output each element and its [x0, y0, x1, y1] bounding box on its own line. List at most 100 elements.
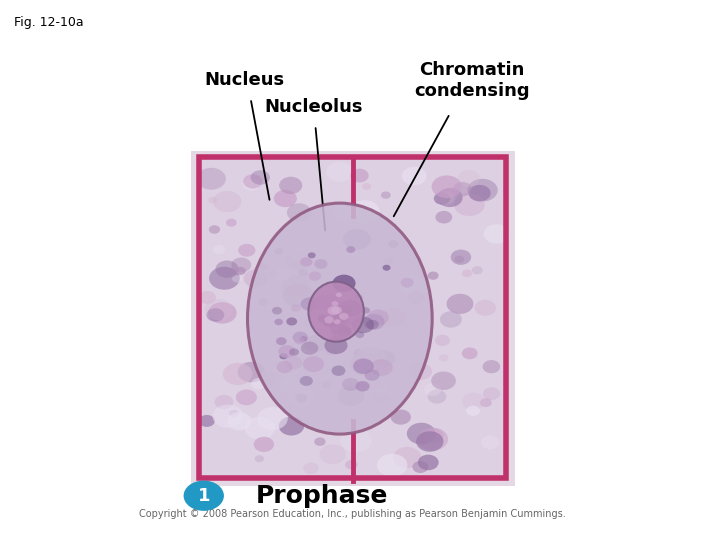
Circle shape: [338, 314, 348, 322]
Circle shape: [199, 415, 215, 427]
Circle shape: [274, 319, 283, 325]
Circle shape: [482, 360, 500, 373]
Circle shape: [323, 317, 336, 327]
Circle shape: [431, 372, 456, 390]
FancyBboxPatch shape: [191, 151, 515, 486]
Circle shape: [409, 363, 432, 380]
Circle shape: [454, 193, 485, 216]
Circle shape: [330, 322, 345, 333]
Circle shape: [307, 252, 315, 258]
Circle shape: [209, 267, 240, 290]
Circle shape: [362, 183, 372, 190]
Text: Nucleolus: Nucleolus: [264, 98, 362, 116]
Circle shape: [295, 394, 307, 402]
Circle shape: [333, 319, 341, 325]
Circle shape: [439, 354, 449, 361]
Circle shape: [381, 192, 391, 199]
Circle shape: [377, 454, 408, 477]
Circle shape: [289, 348, 299, 356]
Circle shape: [332, 366, 346, 376]
Circle shape: [326, 161, 354, 182]
Circle shape: [238, 362, 265, 382]
Circle shape: [243, 178, 260, 191]
Circle shape: [374, 350, 395, 367]
Circle shape: [446, 294, 474, 314]
Circle shape: [361, 307, 370, 314]
Circle shape: [325, 337, 348, 354]
Circle shape: [354, 313, 366, 322]
Circle shape: [332, 318, 343, 327]
Circle shape: [208, 197, 217, 204]
Text: Chromatin
condensing: Chromatin condensing: [414, 61, 529, 100]
Circle shape: [232, 275, 242, 282]
Circle shape: [342, 378, 359, 391]
Circle shape: [354, 349, 364, 357]
Circle shape: [436, 211, 452, 224]
Circle shape: [184, 481, 224, 511]
Circle shape: [275, 357, 301, 377]
Circle shape: [315, 259, 328, 269]
Circle shape: [355, 347, 387, 370]
Circle shape: [207, 308, 224, 322]
Circle shape: [292, 332, 308, 343]
Text: Copyright © 2008 Pearson Education, Inc., publishing as Pearson Benjamin Cumming: Copyright © 2008 Pearson Education, Inc.…: [140, 509, 566, 519]
Text: Fig. 12-10a: Fig. 12-10a: [14, 16, 84, 29]
Circle shape: [303, 356, 324, 372]
Circle shape: [209, 225, 220, 234]
Circle shape: [343, 229, 371, 250]
Circle shape: [229, 410, 239, 417]
Circle shape: [274, 190, 297, 207]
Circle shape: [338, 326, 351, 336]
Circle shape: [279, 377, 302, 394]
Circle shape: [320, 293, 343, 310]
Circle shape: [346, 246, 356, 253]
Circle shape: [462, 393, 485, 410]
Circle shape: [287, 203, 311, 221]
Circle shape: [251, 378, 266, 389]
Circle shape: [300, 298, 318, 311]
Circle shape: [235, 267, 246, 275]
Circle shape: [382, 265, 390, 271]
Circle shape: [303, 462, 319, 474]
Circle shape: [437, 192, 455, 205]
Circle shape: [231, 258, 251, 272]
Circle shape: [333, 275, 356, 292]
Circle shape: [336, 293, 342, 297]
Circle shape: [384, 256, 395, 265]
Circle shape: [375, 387, 388, 397]
Circle shape: [433, 192, 450, 205]
Circle shape: [303, 314, 323, 329]
Circle shape: [345, 303, 362, 316]
Circle shape: [253, 437, 274, 452]
Circle shape: [440, 311, 462, 328]
Circle shape: [274, 248, 283, 255]
Circle shape: [407, 292, 424, 305]
Circle shape: [370, 359, 392, 376]
Circle shape: [285, 252, 309, 270]
Circle shape: [303, 273, 318, 284]
Circle shape: [279, 177, 302, 194]
Circle shape: [366, 320, 379, 329]
Circle shape: [215, 260, 238, 278]
Circle shape: [223, 363, 253, 385]
Circle shape: [351, 168, 369, 183]
Circle shape: [324, 316, 333, 323]
Circle shape: [431, 176, 462, 198]
Circle shape: [327, 300, 341, 310]
FancyBboxPatch shape: [199, 157, 506, 478]
Circle shape: [326, 347, 337, 355]
Circle shape: [309, 272, 321, 281]
Circle shape: [424, 428, 444, 443]
Circle shape: [279, 416, 304, 435]
Circle shape: [454, 255, 464, 263]
Circle shape: [268, 271, 278, 279]
Circle shape: [282, 275, 309, 296]
Circle shape: [287, 387, 315, 407]
Circle shape: [341, 429, 372, 452]
Circle shape: [333, 329, 348, 341]
Circle shape: [467, 179, 498, 201]
Circle shape: [338, 386, 364, 406]
Circle shape: [484, 224, 510, 244]
Circle shape: [322, 381, 331, 388]
Circle shape: [339, 313, 348, 320]
